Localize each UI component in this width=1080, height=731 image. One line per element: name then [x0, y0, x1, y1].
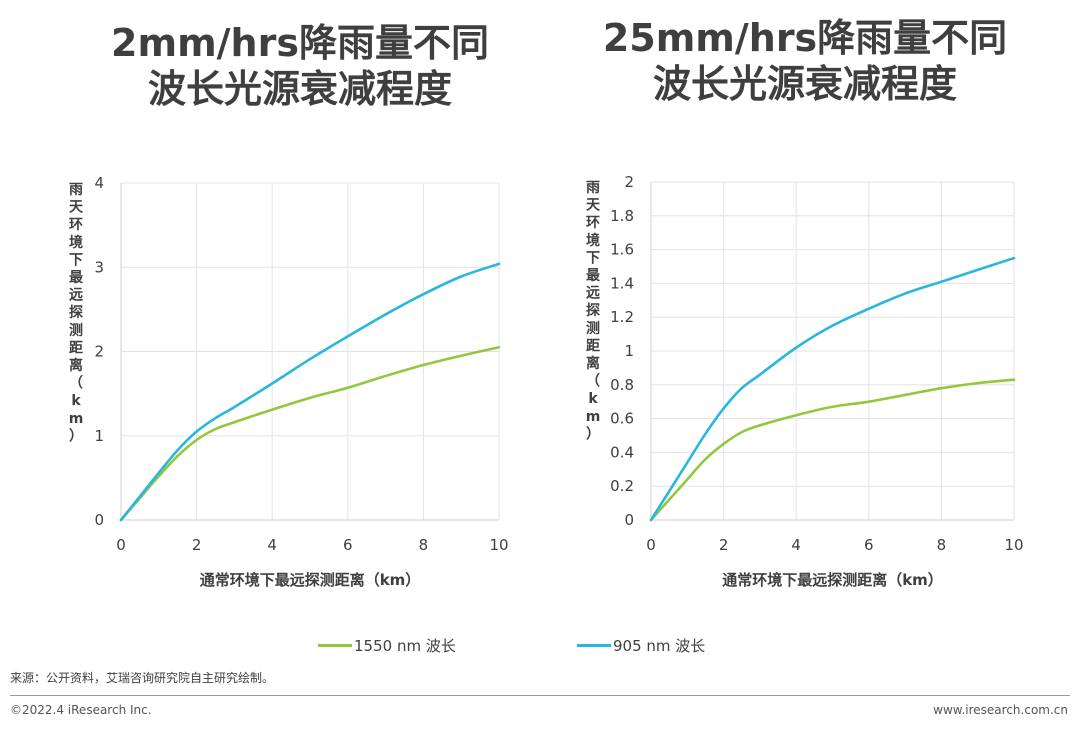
y-axis-label-char-left-4: 下: [69, 252, 83, 268]
y-axis-label-char-left-11: （: [69, 376, 83, 392]
y-axis-label-char-left-8: 测: [69, 322, 83, 339]
footer-divider: [10, 695, 1070, 696]
y-axis-label-char-right-6: 远: [586, 286, 600, 302]
x-tick-label-right-0: 0: [646, 536, 656, 554]
series-line-right-905nm: [649, 256, 1016, 522]
legend-item-1550: 1550 nm 波长: [318, 633, 456, 657]
y-tick-label-left-4: 4: [94, 174, 104, 192]
x-tick-label-right-2: 4: [791, 536, 801, 554]
y-axis-label-char-right-13: m: [586, 409, 601, 425]
y-axis-label-char-right-0: 雨: [586, 180, 600, 196]
series-line-left-1550nm: [119, 345, 501, 522]
chart-title-left-line-2: 波长光源衰减程度: [147, 67, 452, 111]
x-axis-label-left: 通常环境下最远探测距离（km）: [200, 571, 421, 589]
legend-label-905: 905 nm 波长: [613, 636, 706, 655]
y-axis-label-char-right-12: k: [588, 391, 598, 407]
y-axis-label-left: 雨天环境下最远探测距离 （ k m）: [69, 182, 84, 444]
chart-title-left: 2mm/hrs降雨量不同 波长光源衰减程度: [60, 20, 540, 112]
y-axis-label-char-left-13: m: [69, 411, 84, 427]
x-tick-label-left-0: 0: [116, 536, 126, 554]
x-axis-label-right: 通常环境下最远探测距离（km）: [722, 571, 943, 589]
y-axis-label-char-right-5: 最: [586, 267, 601, 284]
y-axis-label-char-right-3: 境: [586, 232, 600, 249]
x-tick-label-left-4: 8: [419, 536, 429, 554]
y-axis-label-char-right-11: （: [586, 374, 600, 390]
chart-title-left-line-1: 2mm/hrs降雨量不同: [111, 21, 489, 65]
y-tick-label-right-3: 0.6: [610, 410, 634, 428]
y-tick-label-left-2: 2: [94, 343, 104, 361]
y-axis-label-char-right-9: 距: [586, 338, 600, 354]
y-tick-label-right-9: 1.8: [610, 207, 634, 225]
y-axis-label-char-right-2: 环: [586, 215, 600, 231]
y-tick-label-left-3: 3: [94, 258, 104, 276]
x-tick-label-left-5: 10: [489, 536, 508, 554]
y-axis-label-char-right-14: ）: [586, 426, 600, 442]
copyright-text: ©2022.4 iResearch Inc.: [10, 703, 152, 717]
x-tick-label-right-3: 6: [864, 536, 874, 554]
y-axis-label-char-left-10: 离: [69, 357, 83, 374]
source-note: 来源：公开资料，艾瑞咨询研究院自主研究绘制。: [10, 671, 275, 685]
chart-title-right: 25mm/hrs降雨量不同 波长光源衰减程度: [560, 15, 1050, 107]
y-tick-label-left-0: 0: [94, 511, 104, 529]
y-tick-label-left-1: 1: [94, 427, 104, 445]
x-tick-label-left-1: 2: [192, 536, 202, 554]
x-tick-label-left-2: 4: [267, 536, 277, 554]
x-tick-label-right-1: 2: [719, 536, 729, 554]
website-link[interactable]: www.iresearch.com.cn: [933, 703, 1068, 717]
series-line-left-905nm: [119, 262, 501, 522]
chart-title-right-line-1: 25mm/hrs降雨量不同: [602, 16, 1008, 60]
x-tick-label-left-3: 6: [343, 536, 353, 554]
y-tick-label-right-4: 0.8: [610, 376, 634, 394]
legend-swatch-1550: [318, 643, 352, 647]
y-axis-label-char-left-5: 最: [69, 269, 84, 286]
y-tick-label-right-1: 0.2: [610, 477, 634, 495]
y-axis-label-char-left-9: 距: [69, 340, 83, 356]
y-axis-label-char-left-3: 境: [69, 234, 83, 251]
y-axis-label-char-left-0: 雨: [69, 182, 83, 198]
y-axis-label-char-left-6: 远: [69, 288, 83, 304]
y-tick-label-right-8: 1.6: [610, 241, 634, 259]
y-axis-label-char-right-4: 下: [586, 250, 600, 266]
y-axis-label-char-left-1: 天: [69, 200, 84, 216]
y-tick-label-right-10: 2: [624, 173, 634, 191]
legend-item-905: 905 nm 波长: [577, 633, 705, 657]
y-tick-label-right-5: 1: [624, 342, 634, 360]
x-tick-label-right-5: 10: [1004, 536, 1023, 554]
series-line-right-1550nm: [649, 378, 1016, 522]
y-tick-label-right-0: 0: [624, 511, 634, 529]
y-axis-label-char-right-10: 离: [586, 355, 600, 372]
y-axis-label-char-left-7: 探: [69, 304, 83, 321]
y-axis-label-char-left-2: 环: [69, 217, 83, 233]
x-tick-label-right-4: 8: [937, 536, 947, 554]
y-axis-label-char-right-1: 天: [586, 198, 601, 214]
y-axis-label-char-right-8: 测: [586, 320, 600, 337]
y-axis-label-char-left-12: k: [71, 393, 81, 409]
y-tick-label-right-7: 1.4: [610, 274, 634, 292]
y-tick-label-right-6: 1.2: [610, 308, 634, 326]
legend-swatch-905: [577, 643, 611, 647]
y-axis-label-right: 雨天环境下最远探测距离 （ k m）: [586, 180, 601, 442]
y-axis-label-char-right-7: 探: [586, 302, 600, 319]
legend-label-1550: 1550 nm 波长: [354, 636, 456, 655]
y-tick-label-right-2: 0.4: [610, 443, 634, 461]
chart-title-right-line-2: 波长光源衰减程度: [652, 62, 957, 106]
y-axis-label-char-left-14: ）: [69, 428, 83, 444]
